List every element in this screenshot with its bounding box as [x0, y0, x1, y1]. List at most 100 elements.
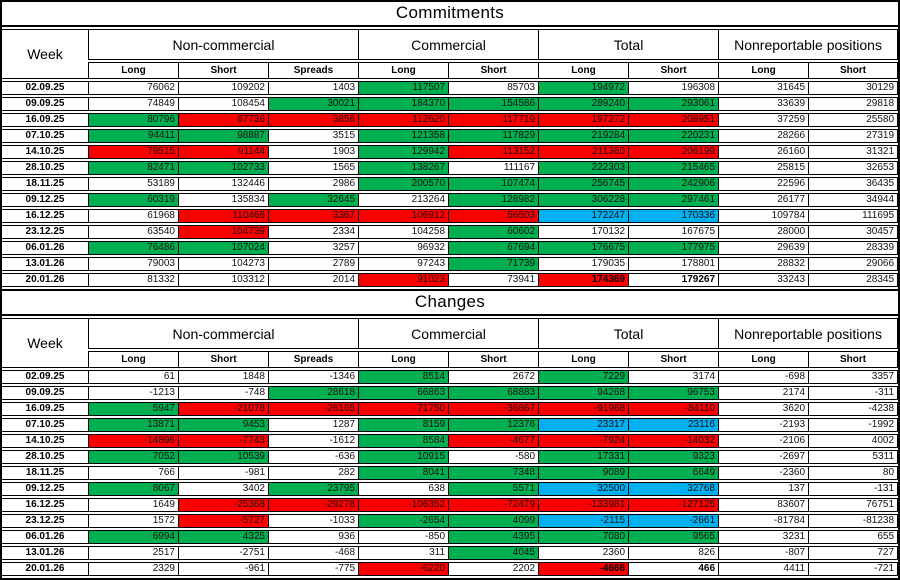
value-cell: 80 — [808, 466, 899, 480]
value-cell: 26177 — [718, 193, 809, 207]
commitments-body: 02.09.25 76062 109202 1403 117507 85703 194972… — [2, 81, 899, 287]
value-cell: 28832 — [718, 257, 809, 271]
value-cell: -2193 — [718, 418, 809, 432]
value-cell: 68883 — [448, 386, 539, 400]
value-cell: 53189 — [88, 177, 178, 191]
table-row: 09.12.25 60319 135834 32645 213264 128982 3062… — [2, 193, 899, 207]
value-cell: 179267 — [628, 273, 719, 287]
value-cell: -106352 — [358, 498, 449, 512]
value-cell: -1213 — [88, 386, 178, 400]
value-cell: 170336 — [628, 209, 719, 223]
week-cell: 16.12.25 — [2, 209, 88, 223]
value-cell: 208951 — [628, 113, 719, 127]
week-cell: 18.11.25 — [2, 466, 88, 480]
value-cell: 242906 — [628, 177, 719, 191]
table-row: 16.12.25 1649 -25368 -29278 -106352 -72479 -13… — [2, 498, 899, 512]
value-cell: 3174 — [628, 370, 719, 384]
value-cell: 4395 — [448, 530, 539, 544]
value-cell: 1565 — [268, 161, 359, 175]
value-cell: 174369 — [538, 273, 629, 287]
subheader-nr-short: Short — [808, 351, 899, 368]
value-cell: -1346 — [268, 370, 359, 384]
commitments-title: Commitments — [2, 2, 898, 27]
commitments-header: Week Non-commercial Commercial Total Non… — [2, 29, 899, 79]
value-cell: -311 — [808, 386, 899, 400]
value-cell: 79003 — [88, 257, 178, 271]
value-cell: 28000 — [718, 225, 809, 239]
table-row: 09.09.25 -1213 -748 28618 66863 68883 94268 967… — [2, 386, 899, 400]
value-cell: -2654 — [358, 514, 449, 528]
value-cell: 7348 — [448, 466, 539, 480]
week-cell: 09.09.25 — [2, 97, 88, 111]
value-cell: 61 — [88, 370, 178, 384]
value-cell: 5947 — [88, 402, 178, 416]
value-cell: 32500 — [538, 482, 629, 496]
value-cell: 213264 — [358, 193, 449, 207]
week-cell: 02.09.25 — [2, 370, 88, 384]
value-cell: 178801 — [628, 257, 719, 271]
value-cell: 74849 — [88, 97, 178, 111]
value-cell: 60602 — [448, 225, 539, 239]
subheader-nc-long: Long — [88, 62, 178, 79]
subheader-c-long: Long — [358, 62, 449, 79]
value-cell: 3357 — [808, 370, 899, 384]
week-cell: 23.12.25 — [2, 514, 88, 528]
value-cell: 2789 — [268, 257, 359, 271]
value-cell: 3367 — [268, 209, 359, 223]
table-row: 13.01.26 79003 104273 2789 97243 71739 179035 1… — [2, 257, 899, 271]
value-cell: 10915 — [358, 450, 449, 464]
value-cell: -81784 — [718, 514, 809, 528]
value-cell: -81238 — [808, 514, 899, 528]
value-cell: 37259 — [718, 113, 809, 127]
value-cell: 211360 — [538, 145, 629, 159]
value-cell: 104258 — [358, 225, 449, 239]
week-cell: 07.10.25 — [2, 129, 88, 143]
value-cell: 91023 — [358, 273, 449, 287]
value-cell: 32653 — [808, 161, 899, 175]
subheader-nr-long: Long — [718, 351, 809, 368]
value-cell: -775 — [268, 562, 359, 576]
value-cell: 6649 — [628, 466, 719, 480]
value-cell: 5571 — [448, 482, 539, 496]
table-row: 02.09.25 61 1848 -1346 8514 2672 7229 3174 -698 3… — [2, 370, 899, 384]
value-cell: -1033 — [268, 514, 359, 528]
week-column-header: Week — [2, 29, 88, 79]
subheader-t-short: Short — [628, 62, 719, 79]
value-cell: 25580 — [808, 113, 899, 127]
value-cell: 167675 — [628, 225, 719, 239]
value-cell: 107474 — [448, 177, 539, 191]
value-cell: 91144 — [178, 145, 268, 159]
week-cell: 13.01.26 — [2, 546, 88, 560]
value-cell: 1848 — [178, 370, 268, 384]
value-cell: 9323 — [628, 450, 719, 464]
value-cell: -468 — [268, 546, 359, 560]
value-cell: -2661 — [628, 514, 719, 528]
value-cell: 28339 — [808, 241, 899, 255]
value-cell: 466 — [628, 562, 719, 576]
subheader-nc-short: Short — [178, 351, 268, 368]
value-cell: 23795 — [268, 482, 359, 496]
value-cell: 22596 — [718, 177, 809, 191]
value-cell: 28345 — [808, 273, 899, 287]
value-cell: 31645 — [718, 81, 809, 95]
table-row: 07.10.25 13871 9453 1287 8159 12376 23317 23116… — [2, 418, 899, 432]
week-cell: 14.10.25 — [2, 145, 88, 159]
table-row: 14.10.25 79515 91144 1903 129942 113152 211360… — [2, 145, 899, 159]
value-cell: -4677 — [448, 434, 539, 448]
value-cell: 109202 — [178, 81, 268, 95]
week-cell: 14.10.25 — [2, 434, 88, 448]
table-row: 16.09.25 5947 -21078 -26165 -71750 -36867 -919… — [2, 402, 899, 416]
value-cell: -29278 — [268, 498, 359, 512]
table-row: 28.10.25 7052 10539 -636 10915 -580 17331 9323-… — [2, 450, 899, 464]
table-row: 13.01.26 2517 -2751 -468 311 4045 2360 826 -807 7… — [2, 546, 899, 560]
value-cell: 97243 — [358, 257, 449, 271]
value-cell: 4325 — [178, 530, 268, 544]
week-cell: 23.12.25 — [2, 225, 88, 239]
value-cell: 117507 — [358, 81, 449, 95]
table-row: 18.11.25 766 -981 282 8041 7348 9089 6649 -2360 8… — [2, 466, 899, 480]
value-cell: 196308 — [628, 81, 719, 95]
value-cell: 289240 — [538, 97, 629, 111]
value-cell: 306228 — [538, 193, 629, 207]
value-cell: 184370 — [358, 97, 449, 111]
value-cell: 9453 — [178, 418, 268, 432]
